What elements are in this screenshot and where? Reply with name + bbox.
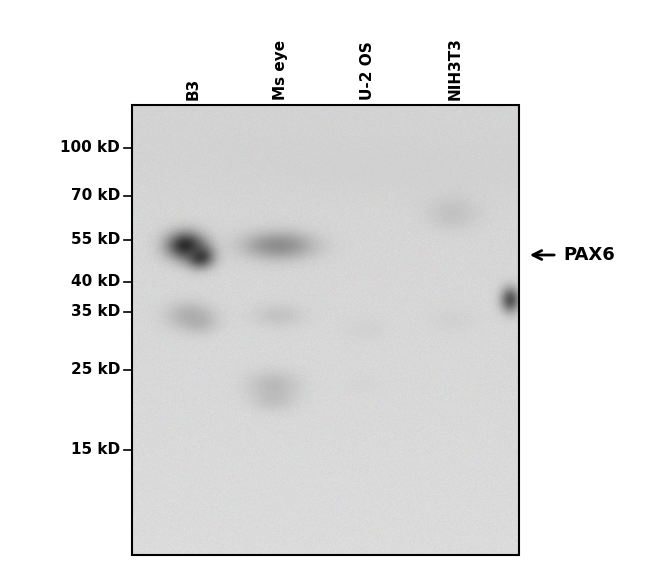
Text: NIH3T3: NIH3T3 <box>447 37 463 100</box>
Text: 15 kD: 15 kD <box>71 443 120 458</box>
Text: B3: B3 <box>185 78 200 100</box>
Text: 40 kD: 40 kD <box>71 275 120 290</box>
Text: PAX6: PAX6 <box>563 246 615 264</box>
Text: 35 kD: 35 kD <box>71 305 120 320</box>
Text: 70 kD: 70 kD <box>71 188 120 203</box>
Text: Ms eye: Ms eye <box>272 40 287 100</box>
Text: 25 kD: 25 kD <box>71 362 120 377</box>
Text: 100 kD: 100 kD <box>60 140 120 155</box>
Text: U-2 OS: U-2 OS <box>359 41 374 100</box>
Bar <box>132 105 519 555</box>
Text: 55 kD: 55 kD <box>71 232 120 247</box>
